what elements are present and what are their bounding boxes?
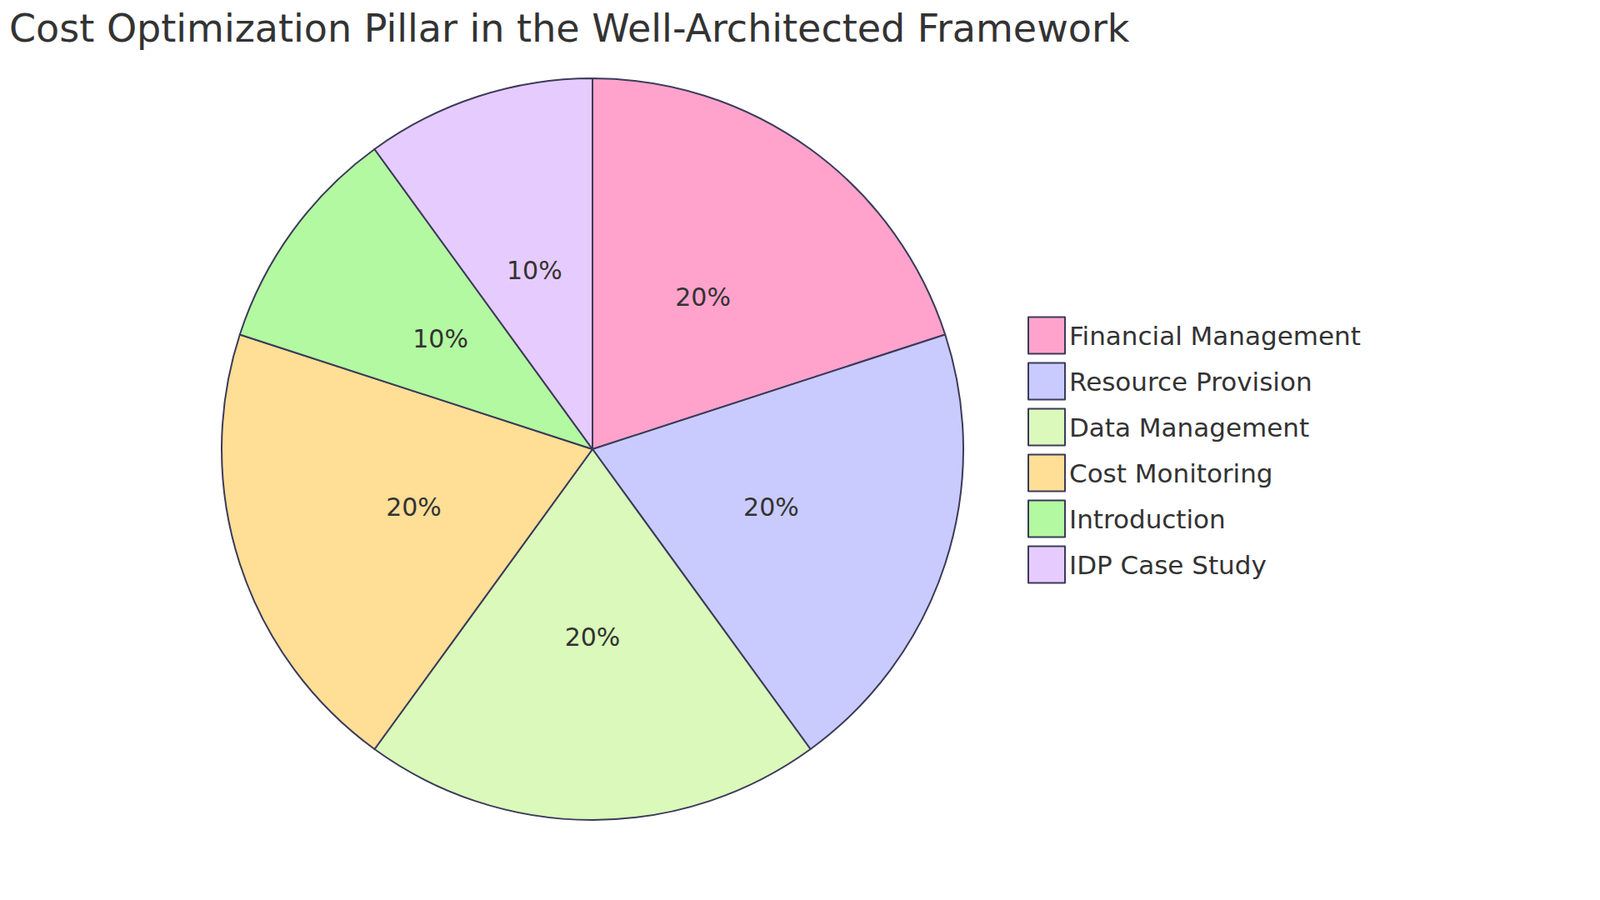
svg-text:20%: 20% <box>565 622 621 652</box>
svg-text:Cost Monitoring: Cost Monitoring <box>1069 458 1274 489</box>
svg-text:20%: 20% <box>385 492 442 522</box>
svg-text:Data Management: Data Management <box>1069 412 1310 443</box>
svg-text:20%: 20% <box>675 282 731 312</box>
svg-text:Resource Provision: Resource Provision <box>1069 366 1313 397</box>
svg-text:10%: 10% <box>412 324 469 354</box>
svg-text:10%: 10% <box>506 255 563 285</box>
svg-text:Introduction: Introduction <box>1069 504 1226 535</box>
svg-text:Financial Management: Financial Management <box>1069 320 1361 351</box>
svg-text:20%: 20% <box>743 492 800 522</box>
svg-text:Cost Optimization Pillar in th: Cost Optimization Pillar in the Well-Arc… <box>9 5 1130 51</box>
svg-text:IDP Case Study: IDP Case Study <box>1069 550 1267 580</box>
